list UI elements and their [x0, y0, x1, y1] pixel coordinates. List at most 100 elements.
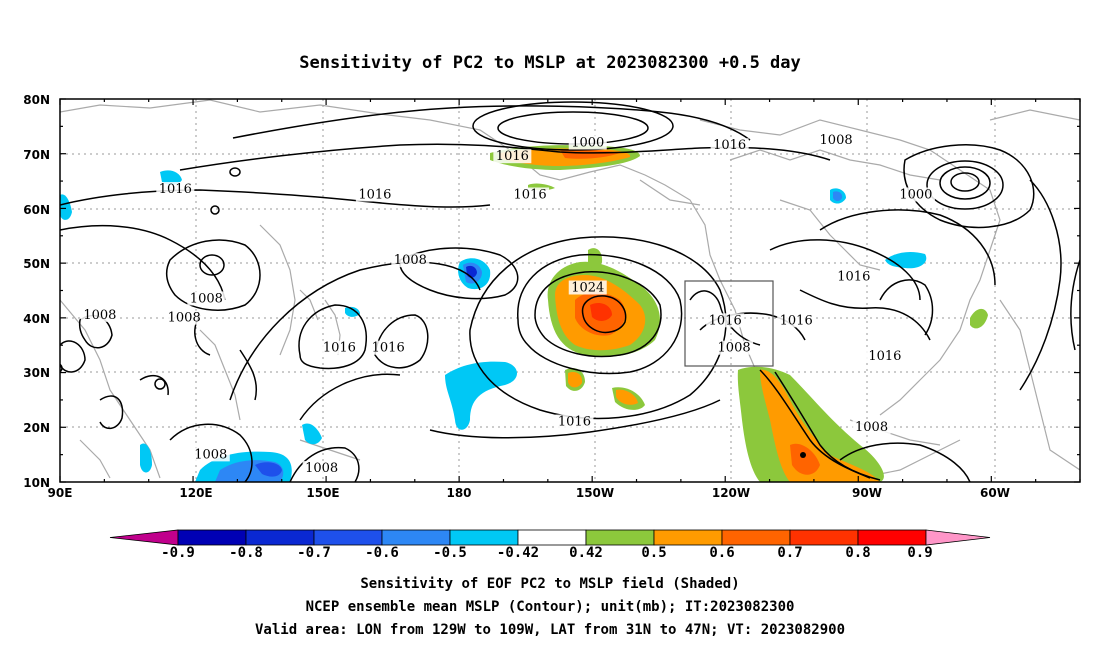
contour-label-bg [777, 313, 816, 328]
colorbar-cell [585, 529, 655, 546]
contour-label: 1008 [394, 253, 427, 268]
contour-label: 1016 [514, 187, 547, 202]
contour-label: 1008 [190, 291, 223, 306]
colorbar-label: -0.42 [497, 545, 539, 561]
contour-labels: 1000 1016 1016 1008 1000 1016 1016 1016 1008 1008… [80, 132, 935, 476]
contour-label-bg [710, 138, 749, 153]
colorbar-cell [381, 529, 451, 546]
contour-label-bg [320, 340, 359, 355]
contour-label: 1008 [855, 420, 888, 435]
lon-tick-label: 150W [576, 486, 614, 500]
contour-label-bg [568, 135, 607, 150]
lon-tick-label: 90E [48, 486, 73, 500]
colorbar-cells [109, 529, 991, 546]
contour-label-bg [511, 187, 550, 202]
contour-label: 1008 [305, 461, 338, 476]
lat-tick-label: 30N [23, 366, 50, 380]
contour-label-bg [369, 340, 408, 355]
colorbar-label: -0.8 [229, 545, 263, 561]
colorbar-cell [313, 529, 383, 546]
lat-axis-labels: 80N 70N 60N 50N 40N 30N 20N 10N [23, 93, 50, 490]
colorbar-label: -0.5 [433, 545, 467, 561]
contour-label-bg [80, 307, 119, 322]
figure-title: Sensitivity of PC2 to MSLP at 2023082300… [299, 53, 801, 73]
colorbar-cell [857, 529, 927, 546]
lon-tick-label: 120W [712, 486, 750, 500]
colorbar-label: 0.7 [777, 545, 802, 561]
lat-tick-label: 10N [23, 476, 50, 490]
lat-tick-label: 20N [23, 421, 50, 435]
caption: Sensitivity of EOF PC2 to MSLP field (Sh… [255, 576, 845, 638]
contour-label: 1016 [709, 313, 742, 328]
lat-tick-label: 80N [23, 93, 50, 107]
contour-label-bg [302, 461, 341, 476]
colorbar-cell [653, 529, 723, 546]
contour-label-bg [715, 340, 754, 355]
lon-tick-label: 150E [306, 486, 339, 500]
colorbar-cell [449, 529, 519, 546]
contour-label: 1016 [780, 313, 813, 328]
contour-label-bg [191, 447, 230, 462]
contour-label-bg [896, 187, 935, 202]
lon-axis-labels: 90E 120E 150E 180 150W 120W 90W 60W [48, 486, 1010, 500]
contour-label: 1024 [571, 281, 604, 296]
contour-label: 1008 [168, 311, 201, 326]
contour-label-bg [817, 132, 856, 147]
colorbar-label: -0.6 [365, 545, 399, 561]
lon-tick-label: 120E [179, 486, 212, 500]
colorbar: -0.9 -0.8 -0.7 -0.6 -0.5 -0.42 0.42 0.5 … [109, 529, 991, 561]
colorbar-label: 0.6 [709, 545, 734, 561]
colorbar-labels: -0.9 -0.8 -0.7 -0.6 -0.5 -0.42 0.42 0.5 … [161, 545, 933, 561]
colorbar-cell [109, 529, 179, 546]
contour-label-bg [156, 182, 195, 197]
colorbar-label: 0.5 [641, 545, 666, 561]
colorbar-label: -0.9 [161, 545, 195, 561]
lon-tick-label: 90W [852, 486, 882, 500]
contour-label-bg [493, 149, 532, 164]
contour-label-bg [852, 420, 891, 435]
valid-area-box [684, 280, 774, 367]
caption-line-2: NCEP ensemble mean MSLP (Contour); unit(… [306, 599, 795, 615]
contour-label: 1008 [83, 308, 116, 323]
map-panel: 1000 1016 1016 1008 1000 1016 1016 1016 1008 1008… [23, 93, 1081, 500]
colorbar-label: 0.42 [569, 545, 603, 561]
contour-label: 1000 [571, 136, 604, 151]
lat-tick-label: 70N [23, 148, 50, 162]
colorbar-cell [789, 529, 859, 546]
contour-label-bg [568, 280, 607, 295]
colorbar-cell [245, 529, 315, 546]
lat-tick-label: 40N [23, 312, 50, 326]
contour-label-bg [165, 310, 204, 325]
contour-label-bg [555, 414, 594, 429]
contour-label: 1008 [718, 341, 751, 356]
contour-label: 1016 [372, 341, 405, 356]
contour-label-bg [187, 291, 226, 306]
contour-label: 1016 [496, 149, 529, 164]
colorbar-cell [177, 529, 247, 546]
contour-label-bg [706, 313, 745, 328]
contour-label-bg [391, 253, 430, 268]
contour-label: 1016 [558, 415, 591, 430]
lon-tick-label: 180 [446, 486, 471, 500]
contour-label: 1016 [358, 187, 391, 202]
caption-line-1: Sensitivity of EOF PC2 to MSLP field (Sh… [360, 576, 739, 592]
colorbar-cell [721, 529, 791, 546]
caption-line-3: Valid area: LON from 129W to 109W, LAT f… [255, 622, 845, 638]
contour-label-bg [355, 187, 394, 202]
tick-marks [59, 98, 1081, 483]
lon-tick-label: 60W [980, 486, 1010, 500]
contour-label: 1000 [899, 187, 932, 202]
colorbar-cell [517, 529, 587, 546]
contour-label: 1016 [159, 182, 192, 197]
colorbar-label: 0.9 [907, 545, 932, 561]
colorbar-cell [925, 529, 991, 546]
lat-tick-label: 60N [23, 203, 50, 217]
colorbar-label: 0.8 [845, 545, 870, 561]
contour-label: 1016 [837, 270, 870, 285]
contour-label: 1008 [820, 133, 853, 148]
contour-label: 1008 [194, 447, 227, 462]
contour-label-bg [865, 348, 904, 363]
contour-label: 1016 [713, 138, 746, 153]
colorbar-label: -0.7 [297, 545, 331, 561]
